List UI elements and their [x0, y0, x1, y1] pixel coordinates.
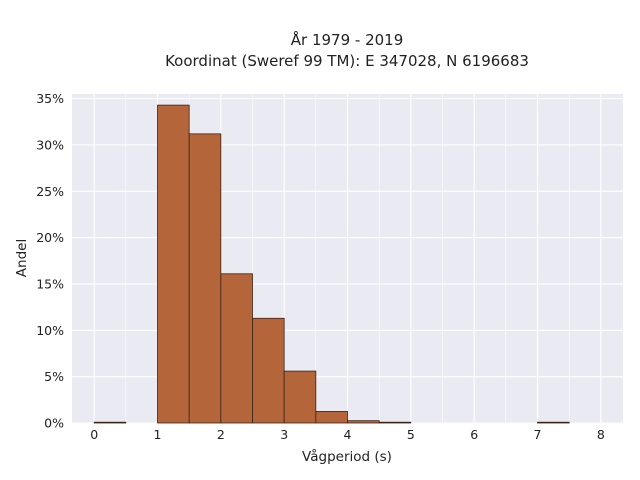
- histogram-bar: [315, 411, 348, 424]
- histogram-bar: [347, 420, 380, 424]
- x-axis-label: Vågperiod (s): [302, 448, 392, 465]
- x-tick-label: 1: [154, 427, 162, 442]
- x-tick-label: 3: [280, 427, 288, 442]
- histogram-bar: [188, 133, 222, 424]
- histogram-bar: [157, 104, 190, 424]
- y-axis-ticks: 0% 5% 10% 15% 20% 25% 30% 35%: [36, 91, 64, 430]
- x-tick-label: 2: [217, 427, 225, 442]
- y-tick-label: 35%: [36, 91, 64, 106]
- y-tick-label: 20%: [36, 230, 64, 245]
- x-axis-ticks: 0 1 2 3 4 5 6 7 8: [90, 427, 605, 442]
- histogram-bar: [252, 317, 285, 424]
- x-tick-label: 0: [90, 427, 98, 442]
- bars: [93, 104, 570, 424]
- y-tick-label: 15%: [36, 276, 64, 291]
- y-tick-label: 10%: [36, 323, 64, 338]
- histogram-bar: [378, 421, 412, 424]
- y-tick-label: 30%: [36, 137, 64, 152]
- y-axis-label: Andel: [14, 239, 30, 277]
- x-tick-label: 6: [470, 427, 478, 442]
- histogram-bar: [283, 370, 317, 424]
- y-tick-label: 25%: [36, 184, 64, 199]
- chart-title: År 1979 - 2019: [291, 30, 404, 49]
- x-tick-label: 4: [344, 427, 352, 442]
- histogram-bar: [93, 421, 127, 424]
- x-tick-label: 5: [407, 427, 415, 442]
- x-tick-label: 8: [597, 427, 605, 442]
- y-tick-label: 5%: [44, 369, 64, 384]
- histogram-bar: [537, 421, 570, 424]
- y-tick-label: 0%: [44, 416, 64, 431]
- chart-subtitle: Koordinat (Sweref 99 TM): E 347028, N 61…: [165, 52, 529, 70]
- histogram-bar: [220, 273, 253, 424]
- x-tick-label: 7: [534, 427, 542, 442]
